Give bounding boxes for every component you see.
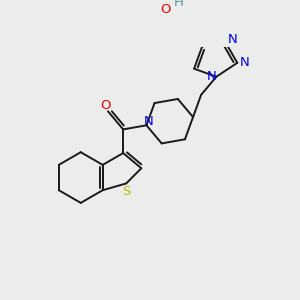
Text: N: N — [207, 70, 217, 83]
Text: S: S — [122, 185, 130, 198]
Text: O: O — [100, 99, 111, 112]
Text: N: N — [240, 56, 250, 69]
Text: H: H — [174, 0, 184, 9]
Text: O: O — [160, 3, 170, 16]
Text: N: N — [143, 116, 153, 128]
Text: N: N — [227, 33, 237, 46]
